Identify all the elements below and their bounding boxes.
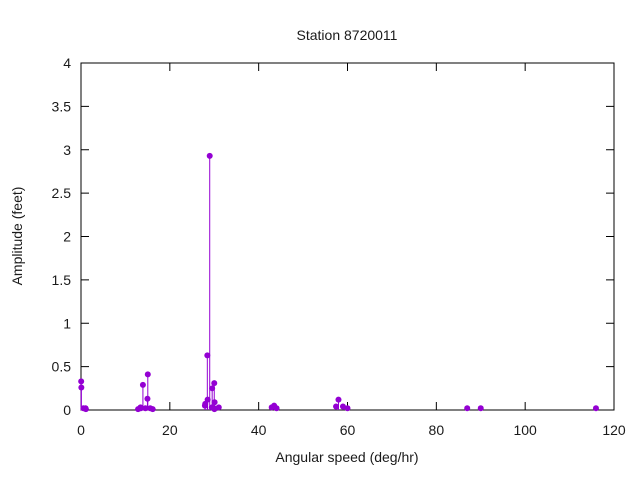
data-point [344, 405, 351, 412]
data-point [273, 405, 280, 412]
data-point [215, 404, 222, 411]
data-point [477, 405, 484, 412]
data-point [592, 405, 599, 412]
data-point [137, 405, 144, 412]
data-point [78, 378, 85, 385]
data-point [149, 406, 156, 413]
data-point [144, 371, 151, 378]
data-point [78, 384, 85, 391]
y-axis-label: Amplitude (feet) [9, 187, 25, 286]
y-tick-label: 4 [63, 55, 71, 71]
x-tick-label: 60 [340, 422, 356, 438]
data-point [142, 405, 149, 412]
chart-title: Station 8720011 [297, 27, 398, 43]
data-point [82, 406, 89, 413]
y-tick-label: 0 [63, 402, 71, 418]
x-axis-label: Angular speed (deg/hr) [275, 449, 418, 465]
x-tick-label: 20 [162, 422, 178, 438]
x-tick-label: 80 [429, 422, 445, 438]
data-point [211, 380, 218, 387]
data-point [209, 385, 216, 392]
plot-frame [80, 62, 615, 411]
x-tick-label: 100 [513, 422, 537, 438]
data-point [464, 405, 471, 412]
data-point [211, 399, 218, 406]
y-tick-label: 2 [63, 229, 71, 245]
y-tick-label: 3 [63, 142, 71, 158]
y-tick-label: 3.5 [52, 98, 72, 114]
plot-border [80, 62, 615, 411]
data-point [335, 396, 342, 403]
data-point [204, 396, 211, 403]
axis-ticks: 0 20 40 60 80 100 120 0 0.5 1 1.5 2 2.5 3 3.5 4 [52, 55, 626, 438]
y-tick-label: 1 [63, 315, 71, 331]
data-point [339, 403, 346, 410]
y-tick-label: 2.5 [52, 185, 72, 201]
data-point [139, 381, 146, 388]
x-tick-label: 120 [602, 422, 626, 438]
x-tick-label: 0 [77, 422, 85, 438]
y-tick-label: 1.5 [52, 272, 72, 288]
y-tick-label: 0.5 [52, 359, 72, 375]
data-point [333, 403, 340, 410]
data-series [78, 152, 599, 413]
data-point [204, 352, 211, 359]
data-point [206, 152, 213, 159]
x-tick-label: 40 [251, 422, 267, 438]
